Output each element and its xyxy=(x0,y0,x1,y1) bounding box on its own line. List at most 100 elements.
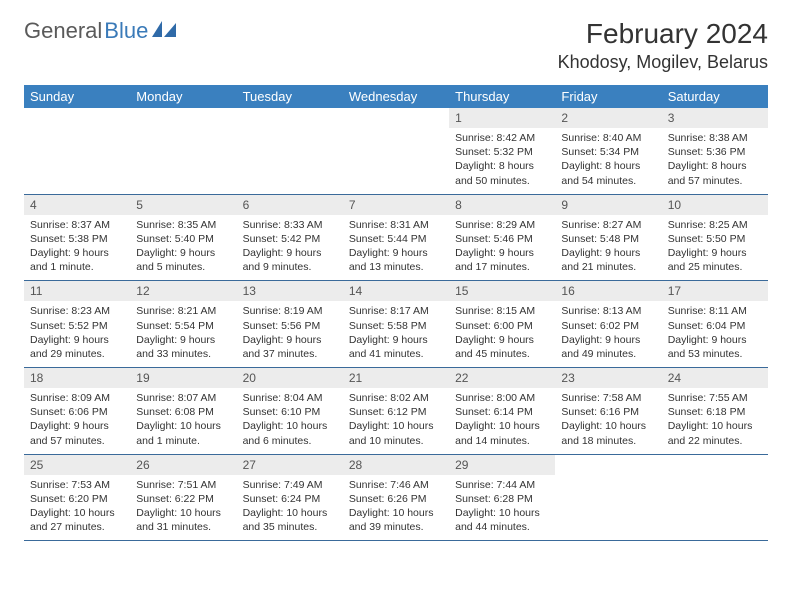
day-line: Daylight: 10 hours xyxy=(455,506,549,520)
day-number: 8 xyxy=(449,195,555,215)
day-line: and 27 minutes. xyxy=(30,520,124,534)
day-data xyxy=(24,128,130,151)
day-cell: 26Sunrise: 7:51 AMSunset: 6:22 PMDayligh… xyxy=(130,454,236,541)
day-line: Sunrise: 8:27 AM xyxy=(561,218,655,232)
day-number: 13 xyxy=(237,281,343,301)
day-data: Sunrise: 8:07 AMSunset: 6:08 PMDaylight:… xyxy=(130,388,236,454)
day-line: and 1 minute. xyxy=(136,434,230,448)
day-data: Sunrise: 8:21 AMSunset: 5:54 PMDaylight:… xyxy=(130,301,236,367)
day-number xyxy=(24,108,130,128)
day-cell: 1Sunrise: 8:42 AMSunset: 5:32 PMDaylight… xyxy=(449,108,555,194)
logo: General Blue xyxy=(24,18,178,44)
day-cell: 19Sunrise: 8:07 AMSunset: 6:08 PMDayligh… xyxy=(130,368,236,455)
day-data: Sunrise: 8:11 AMSunset: 6:04 PMDaylight:… xyxy=(662,301,768,367)
day-line: Sunset: 6:20 PM xyxy=(30,492,124,506)
day-line: Sunrise: 8:07 AM xyxy=(136,391,230,405)
day-line: Sunset: 6:24 PM xyxy=(243,492,337,506)
day-number xyxy=(130,108,236,128)
day-data xyxy=(555,475,661,498)
day-line: Daylight: 9 hours xyxy=(30,246,124,260)
day-data: Sunrise: 8:02 AMSunset: 6:12 PMDaylight:… xyxy=(343,388,449,454)
day-number: 3 xyxy=(662,108,768,128)
week-row: 18Sunrise: 8:09 AMSunset: 6:06 PMDayligh… xyxy=(24,368,768,455)
day-number: 19 xyxy=(130,368,236,388)
day-line: Sunrise: 8:19 AM xyxy=(243,304,337,318)
day-line: Sunset: 6:04 PM xyxy=(668,319,762,333)
day-number: 25 xyxy=(24,455,130,475)
day-number: 6 xyxy=(237,195,343,215)
day-line: Sunrise: 8:35 AM xyxy=(136,218,230,232)
location: Khodosy, Mogilev, Belarus xyxy=(558,52,768,73)
day-number: 10 xyxy=(662,195,768,215)
day-cell: 8Sunrise: 8:29 AMSunset: 5:46 PMDaylight… xyxy=(449,194,555,281)
day-cell: 29Sunrise: 7:44 AMSunset: 6:28 PMDayligh… xyxy=(449,454,555,541)
day-data: Sunrise: 7:46 AMSunset: 6:26 PMDaylight:… xyxy=(343,475,449,541)
day-line: Daylight: 9 hours xyxy=(136,246,230,260)
day-number: 21 xyxy=(343,368,449,388)
day-number: 24 xyxy=(662,368,768,388)
day-data: Sunrise: 8:15 AMSunset: 6:00 PMDaylight:… xyxy=(449,301,555,367)
day-number: 17 xyxy=(662,281,768,301)
day-line: and 22 minutes. xyxy=(668,434,762,448)
day-line: Daylight: 10 hours xyxy=(668,419,762,433)
day-data xyxy=(130,128,236,151)
day-data: Sunrise: 8:25 AMSunset: 5:50 PMDaylight:… xyxy=(662,215,768,281)
day-line: Sunset: 5:34 PM xyxy=(561,145,655,159)
day-cell: 2Sunrise: 8:40 AMSunset: 5:34 PMDaylight… xyxy=(555,108,661,194)
day-number: 29 xyxy=(449,455,555,475)
day-cell: 16Sunrise: 8:13 AMSunset: 6:02 PMDayligh… xyxy=(555,281,661,368)
day-line: Sunset: 6:26 PM xyxy=(349,492,443,506)
day-line: Sunrise: 7:53 AM xyxy=(30,478,124,492)
day-line: Sunset: 6:22 PM xyxy=(136,492,230,506)
day-cell: 17Sunrise: 8:11 AMSunset: 6:04 PMDayligh… xyxy=(662,281,768,368)
empty-cell xyxy=(662,454,768,541)
day-number: 7 xyxy=(343,195,449,215)
day-line: and 33 minutes. xyxy=(136,347,230,361)
day-data: Sunrise: 8:42 AMSunset: 5:32 PMDaylight:… xyxy=(449,128,555,194)
day-line: and 35 minutes. xyxy=(243,520,337,534)
dow-wednesday: Wednesday xyxy=(343,85,449,108)
day-line: Sunrise: 8:23 AM xyxy=(30,304,124,318)
day-line: Daylight: 10 hours xyxy=(455,419,549,433)
day-cell: 9Sunrise: 8:27 AMSunset: 5:48 PMDaylight… xyxy=(555,194,661,281)
day-cell: 11Sunrise: 8:23 AMSunset: 5:52 PMDayligh… xyxy=(24,281,130,368)
day-line: Sunset: 5:40 PM xyxy=(136,232,230,246)
dow-thursday: Thursday xyxy=(449,85,555,108)
day-cell: 28Sunrise: 7:46 AMSunset: 6:26 PMDayligh… xyxy=(343,454,449,541)
day-data: Sunrise: 8:37 AMSunset: 5:38 PMDaylight:… xyxy=(24,215,130,281)
day-data xyxy=(662,475,768,498)
day-number: 28 xyxy=(343,455,449,475)
day-line: Sunset: 5:38 PM xyxy=(30,232,124,246)
day-line: Daylight: 10 hours xyxy=(136,506,230,520)
day-cell: 18Sunrise: 8:09 AMSunset: 6:06 PMDayligh… xyxy=(24,368,130,455)
day-line: Sunrise: 8:09 AM xyxy=(30,391,124,405)
day-number: 27 xyxy=(237,455,343,475)
day-line: Daylight: 9 hours xyxy=(30,333,124,347)
calendar-body: 1Sunrise: 8:42 AMSunset: 5:32 PMDaylight… xyxy=(24,108,768,541)
day-line: Daylight: 9 hours xyxy=(136,333,230,347)
day-cell: 25Sunrise: 7:53 AMSunset: 6:20 PMDayligh… xyxy=(24,454,130,541)
day-line: and 49 minutes. xyxy=(561,347,655,361)
day-line: and 29 minutes. xyxy=(30,347,124,361)
day-line: Sunrise: 7:58 AM xyxy=(561,391,655,405)
day-line: and 44 minutes. xyxy=(455,520,549,534)
day-line: and 53 minutes. xyxy=(668,347,762,361)
logo-word1: General xyxy=(24,18,102,44)
week-row: 4Sunrise: 8:37 AMSunset: 5:38 PMDaylight… xyxy=(24,194,768,281)
day-line: and 18 minutes. xyxy=(561,434,655,448)
day-line: and 14 minutes. xyxy=(455,434,549,448)
day-data: Sunrise: 8:29 AMSunset: 5:46 PMDaylight:… xyxy=(449,215,555,281)
day-data: Sunrise: 7:53 AMSunset: 6:20 PMDaylight:… xyxy=(24,475,130,541)
day-line: and 41 minutes. xyxy=(349,347,443,361)
day-line: and 57 minutes. xyxy=(30,434,124,448)
day-line: Daylight: 9 hours xyxy=(349,246,443,260)
day-data: Sunrise: 7:51 AMSunset: 6:22 PMDaylight:… xyxy=(130,475,236,541)
day-line: Sunrise: 8:02 AM xyxy=(349,391,443,405)
day-number: 1 xyxy=(449,108,555,128)
day-line: Sunset: 6:16 PM xyxy=(561,405,655,419)
day-line: Sunrise: 8:11 AM xyxy=(668,304,762,318)
day-cell: 5Sunrise: 8:35 AMSunset: 5:40 PMDaylight… xyxy=(130,194,236,281)
day-line: Sunrise: 8:00 AM xyxy=(455,391,549,405)
day-line: and 1 minute. xyxy=(30,260,124,274)
day-number: 20 xyxy=(237,368,343,388)
